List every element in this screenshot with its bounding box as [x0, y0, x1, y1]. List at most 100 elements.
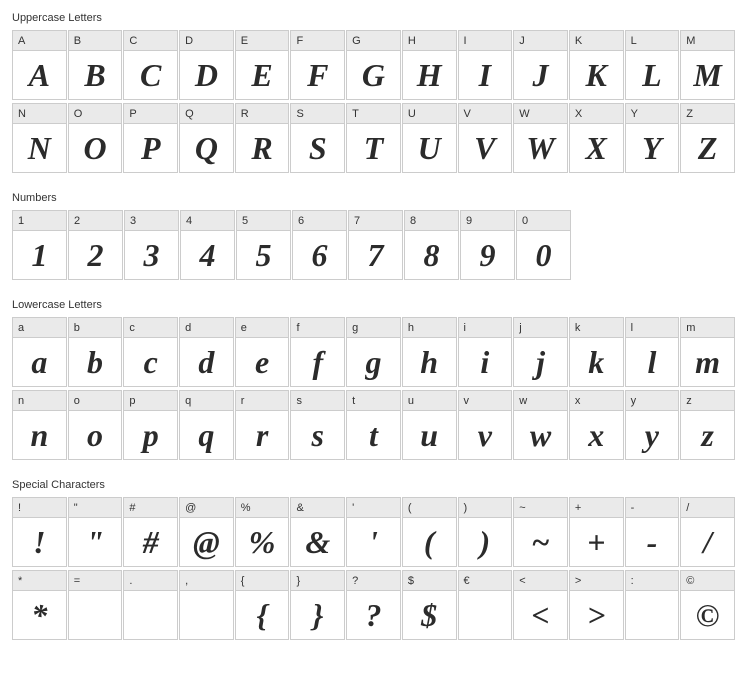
glyph-cell[interactable]: , [179, 570, 234, 640]
glyph-cell[interactable]: 88 [404, 210, 459, 280]
glyph-cell[interactable]: }} [290, 570, 345, 640]
glyph-cell[interactable]: GG [346, 30, 401, 100]
glyph-cell[interactable]: yy [625, 390, 680, 460]
glyph-cell[interactable]: HH [402, 30, 457, 100]
glyph-label: + [570, 498, 623, 518]
glyph-display: M [681, 51, 734, 99]
glyph-cell[interactable]: "" [68, 497, 123, 567]
glyph-cell[interactable]: ## [123, 497, 178, 567]
glyph-cell[interactable]: jj [513, 317, 568, 387]
glyph-cell[interactable]: rr [235, 390, 290, 460]
glyph-label: y [626, 391, 679, 411]
glyph-cell[interactable]: . [123, 570, 178, 640]
glyph-cell[interactable]: 44 [180, 210, 235, 280]
glyph-cell[interactable]: ++ [569, 497, 624, 567]
glyph-cell[interactable]: 11 [12, 210, 67, 280]
glyph-cell[interactable]: ee [235, 317, 290, 387]
glyph-cell[interactable]: ff [290, 317, 345, 387]
glyph-cell[interactable]: @@ [179, 497, 234, 567]
glyph-cell[interactable]: && [290, 497, 345, 567]
glyph-cell[interactable]: LL [625, 30, 680, 100]
glyph-cell[interactable]: PP [123, 103, 178, 173]
glyph-cell[interactable]: JJ [513, 30, 568, 100]
glyph-cell[interactable]: zz [680, 390, 735, 460]
glyph-cell[interactable]: -- [625, 497, 680, 567]
glyph-cell[interactable]: XX [569, 103, 624, 173]
glyph-cell[interactable]: (( [402, 497, 457, 567]
glyph-cell[interactable]: AA [12, 30, 67, 100]
glyph-cell[interactable]: TT [346, 103, 401, 173]
glyph-cell[interactable]: II [458, 30, 513, 100]
glyph-cell[interactable]: UU [402, 103, 457, 173]
glyph-cell[interactable]: xx [569, 390, 624, 460]
glyph-cell[interactable]: 77 [348, 210, 403, 280]
glyph-cell[interactable]: ©© [680, 570, 735, 640]
glyph-label: g [347, 318, 400, 338]
glyph-cell[interactable]: tt [346, 390, 401, 460]
glyph-cell[interactable]: OO [68, 103, 123, 173]
glyph-cell[interactable]: NN [12, 103, 67, 173]
glyph-cell[interactable]: QQ [179, 103, 234, 173]
glyph-cell[interactable]: cc [123, 317, 178, 387]
glyph-cell[interactable]: qq [179, 390, 234, 460]
glyph-cell[interactable]: '' [346, 497, 401, 567]
glyph-cell[interactable]: vv [458, 390, 513, 460]
glyph-cell[interactable]: ZZ [680, 103, 735, 173]
glyph-label: e [236, 318, 289, 338]
glyph-cell[interactable]: pp [123, 390, 178, 460]
glyph-cell[interactable]: 33 [124, 210, 179, 280]
glyph-cell[interactable]: FF [290, 30, 345, 100]
glyph-cell[interactable]: %% [235, 497, 290, 567]
glyph-label: 6 [293, 211, 346, 231]
glyph-cell[interactable]: bb [68, 317, 123, 387]
glyph-cell[interactable]: KK [569, 30, 624, 100]
glyph-cell[interactable]: 99 [460, 210, 515, 280]
glyph-label: 9 [461, 211, 514, 231]
glyph-cell[interactable]: EE [235, 30, 290, 100]
glyph-cell[interactable]: 00 [516, 210, 571, 280]
glyph-label: p [124, 391, 177, 411]
glyph-cell[interactable]: SS [290, 103, 345, 173]
glyph-cell[interactable]: {{ [235, 570, 290, 640]
glyph-cell[interactable]: mm [680, 317, 735, 387]
glyph-cell[interactable]: ww [513, 390, 568, 460]
glyph-cell[interactable]: DD [179, 30, 234, 100]
glyph-cell[interactable]: ll [625, 317, 680, 387]
glyph-cell[interactable]: dd [179, 317, 234, 387]
glyph-cell[interactable]: oo [68, 390, 123, 460]
glyph-cell[interactable]: 22 [68, 210, 123, 280]
glyph-cell[interactable]: ss [290, 390, 345, 460]
glyph-cell[interactable]: € [458, 570, 513, 640]
glyph-label: . [124, 571, 177, 591]
glyph-cell[interactable]: kk [569, 317, 624, 387]
glyph-cell[interactable]: aa [12, 317, 67, 387]
glyph-cell[interactable]: uu [402, 390, 457, 460]
glyph-cell[interactable]: RR [235, 103, 290, 173]
glyph-cell[interactable]: hh [402, 317, 457, 387]
glyph-cell[interactable]: $$ [402, 570, 457, 640]
glyph-display: D [180, 51, 233, 99]
glyph-cell[interactable]: = [68, 570, 123, 640]
glyph-cell[interactable]: VV [458, 103, 513, 173]
glyph-cell[interactable]: ** [12, 570, 67, 640]
glyph-cell[interactable]: ii [458, 317, 513, 387]
glyph-cell[interactable]: nn [12, 390, 67, 460]
glyph-cell[interactable]: CC [123, 30, 178, 100]
glyph-cell[interactable]: ~~ [513, 497, 568, 567]
glyph-label: Z [681, 104, 734, 124]
glyph-cell[interactable]: // [680, 497, 735, 567]
glyph-cell[interactable]: ?? [346, 570, 401, 640]
glyph-cell[interactable]: WW [513, 103, 568, 173]
glyph-cell[interactable]: >> [569, 570, 624, 640]
glyph-cell[interactable]: gg [346, 317, 401, 387]
glyph-display: } [291, 591, 344, 639]
glyph-cell[interactable]: : [625, 570, 680, 640]
glyph-cell[interactable]: << [513, 570, 568, 640]
glyph-cell[interactable]: BB [68, 30, 123, 100]
glyph-cell[interactable]: MM [680, 30, 735, 100]
glyph-cell[interactable]: )) [458, 497, 513, 567]
glyph-cell[interactable]: YY [625, 103, 680, 173]
glyph-cell[interactable]: 55 [236, 210, 291, 280]
glyph-cell[interactable]: 66 [292, 210, 347, 280]
glyph-cell[interactable]: !! [12, 497, 67, 567]
